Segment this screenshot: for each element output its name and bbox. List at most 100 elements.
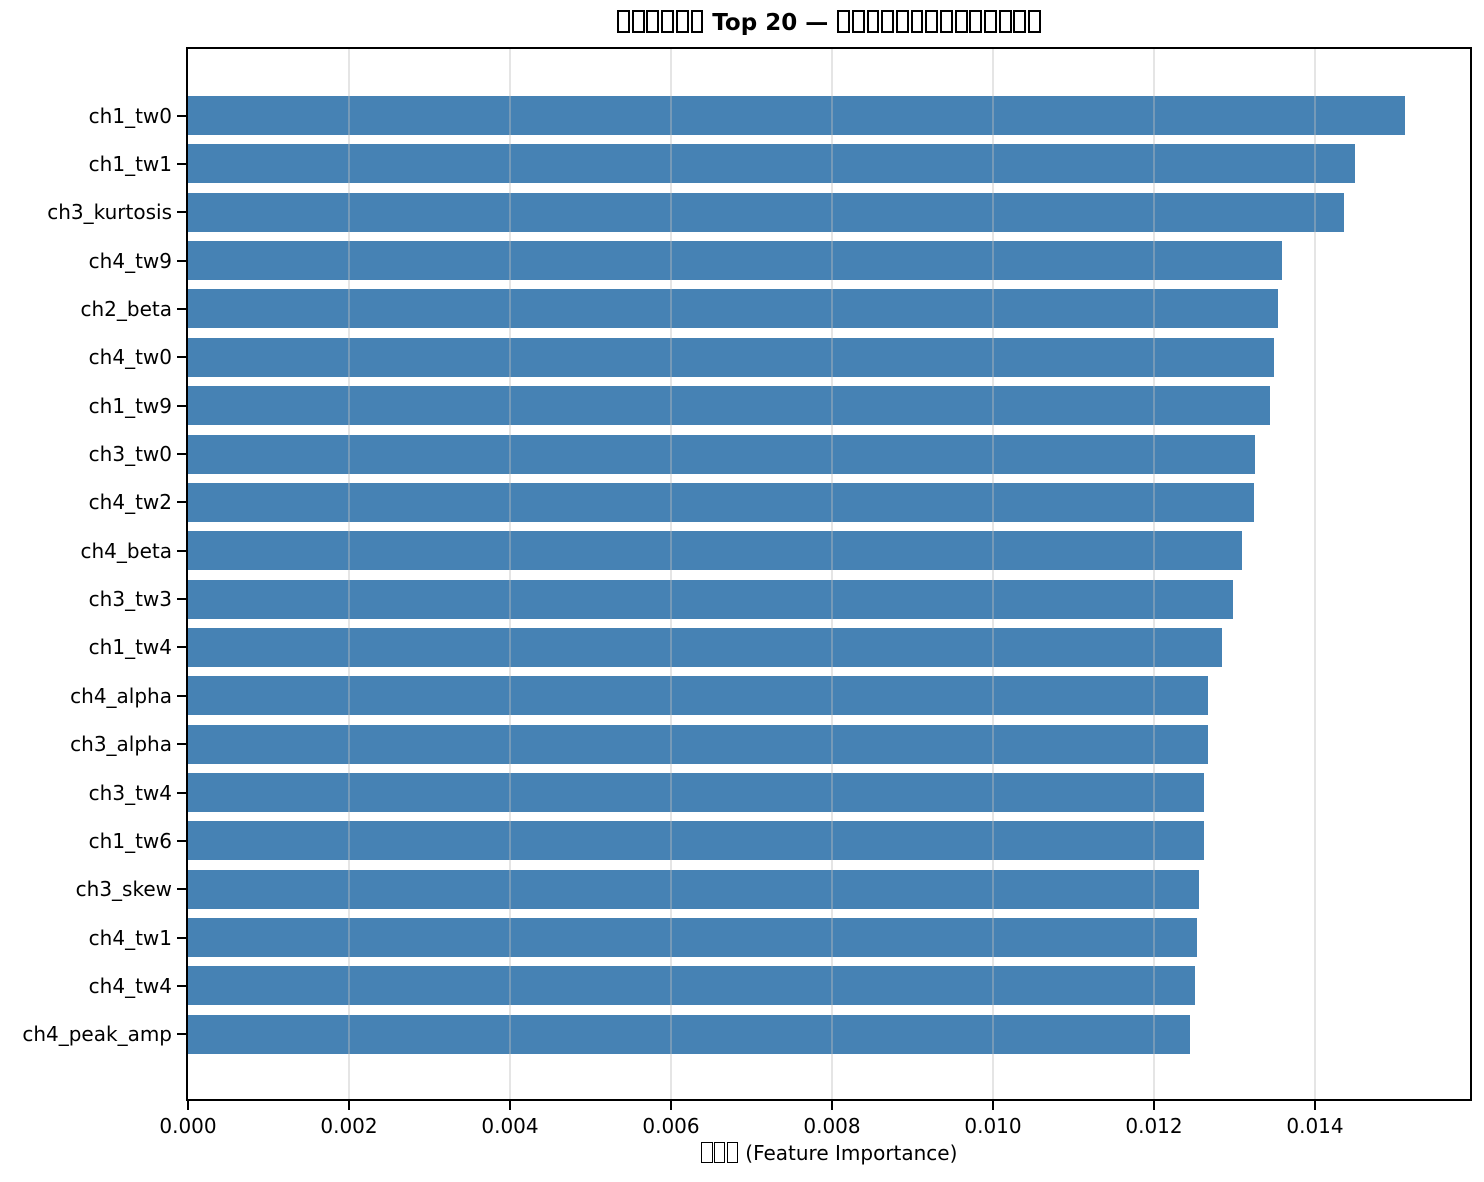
missing-glyph-box [1013,10,1027,34]
x-axis-label: (Feature Importance) [186,1141,1472,1165]
ytick-label-ch3_kurtosis: ch3_kurtosis [47,200,172,225]
xtick-label-0.006: 0.006 [642,1114,700,1138]
missing-glyph-box [617,10,630,34]
missing-glyph-box [661,10,674,34]
missing-glyph-box [954,10,968,34]
xtick-mark-0.006 [670,1101,672,1110]
ytick-label-ch2_beta: ch2_beta [80,296,173,321]
bar-ch4_alpha [188,676,1208,716]
xtick-label-0.000: 0.000 [159,1114,217,1138]
missing-glyph-box [1028,10,1041,34]
ytick-label-ch3_tw3: ch3_tw3 [88,587,172,612]
gridline-x-0.004 [509,49,511,1099]
xtick-label-0.008: 0.008 [803,1114,861,1138]
bar-ch3_skew [188,869,1199,909]
ytick-label-ch4_beta: ch4_beta [80,538,173,563]
gridline-x-0.012 [1153,49,1155,1099]
ytick-label-ch4_tw2: ch4_tw2 [88,490,172,515]
ytick-label-ch1_tw9: ch1_tw9 [88,393,172,418]
bar-ch1_tw1 [188,144,1355,184]
plot-area [186,47,1472,1101]
ytick-mark-ch3_tw0 [177,453,186,456]
missing-glyph-box [969,10,983,34]
ytick-label-ch3_skew: ch3_skew [75,877,172,902]
ytick-label-ch1_tw6: ch1_tw6 [88,828,172,853]
ytick-mark-ch1_tw1 [177,162,186,165]
ytick-mark-ch3_skew [177,888,186,891]
xtick-mark-0.010 [992,1101,994,1110]
ytick-mark-ch1_tw9 [177,404,186,407]
bar-ch2_beta [188,289,1278,329]
ytick-mark-ch1_tw0 [177,114,186,117]
bar-ch1_tw6 [188,821,1204,861]
ytick-label-ch3_tw0: ch3_tw0 [88,442,172,467]
ytick-label-ch1_tw0: ch1_tw0 [88,103,172,128]
missing-glyph-box [690,10,704,34]
bar-ch3_alpha [188,724,1208,764]
missing-glyph-box [714,1142,726,1163]
xtick-mark-0.014 [1314,1101,1316,1110]
missing-glyph-box [701,1142,713,1163]
xtick-label-0.012: 0.012 [1125,1114,1183,1138]
missing-glyph-box [675,10,689,34]
xtick-mark-0.002 [348,1101,350,1110]
ytick-mark-ch1_tw4 [177,646,186,649]
ytick-mark-ch3_alpha [177,743,186,746]
ytick-mark-ch4_tw9 [177,259,186,262]
bar-ch4_tw2 [188,482,1254,522]
bar-ch4_tw4 [188,966,1195,1006]
xtick-mark-0.000 [187,1101,189,1110]
xtick-mark-0.012 [1153,1101,1155,1110]
missing-glyph-box [984,10,997,34]
gridline-x-0.01 [992,49,994,1099]
ytick-mark-ch1_tw6 [177,839,186,842]
missing-glyph-box [631,10,645,34]
ytick-label-ch4_tw9: ch4_tw9 [88,248,172,273]
gridline-x-0.014 [1314,49,1316,1099]
missing-glyph-box [851,10,865,34]
ytick-label-ch4_peak_amp: ch4_peak_amp [22,1022,172,1047]
missing-glyph-box [910,10,924,34]
missing-glyph-box [881,10,895,34]
ytick-label-ch4_alpha: ch4_alpha [70,683,172,708]
ytick-label-ch3_tw4: ch3_tw4 [88,780,172,805]
missing-glyph-box [925,10,939,34]
ytick-mark-ch4_peak_amp [177,1033,186,1036]
bar-ch4_beta [188,531,1242,571]
ytick-mark-ch2_beta [177,307,186,310]
missing-glyph-box [837,10,850,34]
ytick-label-ch4_tw0: ch4_tw0 [88,345,172,370]
xtick-label-0.014: 0.014 [1286,1114,1344,1138]
chart-title: Top 20 — [186,10,1472,38]
ytick-label-ch1_tw1: ch1_tw1 [88,151,172,176]
bar-ch3_tw3 [188,579,1233,619]
ytick-label-ch4_tw4: ch4_tw4 [88,973,172,998]
ytick-mark-ch3_tw4 [177,791,186,794]
gridline-x-0.002 [348,49,350,1099]
ytick-mark-ch4_tw0 [177,356,186,359]
bar-ch4_tw9 [188,241,1282,281]
bar-ch3_tw0 [188,434,1255,474]
missing-glyph-box [866,10,880,34]
xtick-mark-0.008 [831,1101,833,1110]
ytick-mark-ch3_kurtosis [177,211,186,214]
ytick-label-ch4_tw1: ch4_tw1 [88,925,172,950]
gridline-x-0.006 [670,49,672,1099]
missing-glyph-box [998,10,1012,34]
missing-glyph-box [939,10,953,34]
xtick-mark-0.004 [509,1101,511,1110]
bar-ch1_tw4 [188,627,1222,667]
ytick-label-ch3_alpha: ch3_alpha [70,732,172,757]
gridline-x-0.008 [831,49,833,1099]
missing-glyph-box [646,10,660,34]
xtick-label-0.004: 0.004 [481,1114,539,1138]
ytick-label-ch1_tw4: ch1_tw4 [88,635,172,660]
ytick-mark-ch3_tw3 [177,598,186,601]
bar-ch1_tw9 [188,386,1270,426]
bar-ch3_tw4 [188,773,1204,813]
bar-ch4_tw1 [188,918,1197,958]
ytick-mark-ch4_tw1 [177,936,186,939]
bar-ch4_tw0 [188,337,1274,377]
ytick-mark-ch4_alpha [177,694,186,697]
